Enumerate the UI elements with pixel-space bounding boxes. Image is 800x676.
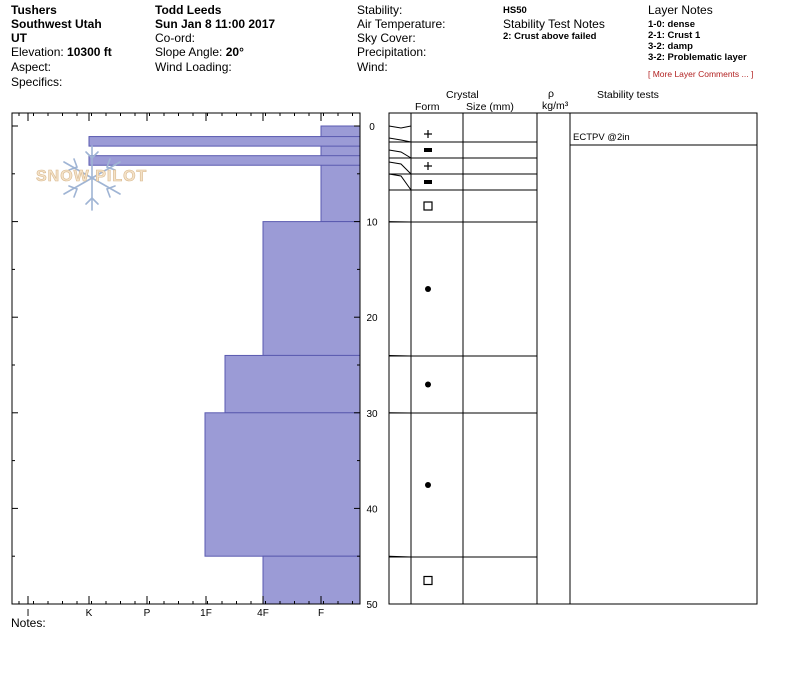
form-square	[423, 575, 433, 586]
layer-note: 3-2: damp	[648, 41, 693, 52]
fan-connector	[388, 125, 412, 129]
crystal-header: Crystal	[446, 89, 479, 101]
form-dot	[425, 381, 431, 388]
stability-label: Stability:	[357, 3, 403, 17]
elevation-label: Elevation:	[11, 45, 64, 59]
chart-axes: I K P 1F 4F F 0 10 20 30 40 50	[11, 112, 378, 619]
stability-tests-header: Stability tests	[597, 89, 659, 101]
grain-forms	[423, 130, 433, 586]
form-dot	[425, 286, 431, 292]
plot-frame	[11, 112, 361, 605]
y-tick-label: 0	[369, 122, 375, 133]
elevation-value: 10300 ft	[67, 45, 112, 59]
fan-connector	[388, 149, 412, 159]
fan-connector	[388, 161, 412, 175]
notes-label: Notes:	[11, 616, 46, 630]
y-tick-label: 40	[366, 504, 378, 515]
y-tick-label: 10	[366, 218, 378, 229]
air-temp-label: Air Temperature:	[357, 17, 446, 31]
x-tick-label: 4F	[257, 608, 269, 619]
hardness-bar	[204, 412, 361, 557]
form-dot	[425, 482, 431, 488]
slope-label: Slope Angle:	[155, 45, 223, 59]
coord-label: Co-ord:	[155, 31, 196, 45]
aspect-label: Aspect:	[11, 60, 52, 74]
layer-note: 2-1: Crust 1	[648, 30, 701, 41]
x-tick-label: P	[144, 608, 151, 619]
y-tick-label: 50	[366, 600, 378, 611]
more-layer-comments-link[interactable]: [ More Layer Comments ... ]	[648, 69, 754, 79]
snowflake-icon	[63, 145, 121, 211]
location: Tushers	[11, 3, 57, 17]
hs-value: HS50	[503, 5, 527, 16]
sky-cover-label: Sky Cover:	[357, 31, 416, 45]
wind-label: Wind:	[357, 60, 388, 74]
datetime: Sun Jan 8 11:00 2017	[155, 17, 276, 31]
wind-loading-label: Wind Loading:	[155, 60, 232, 74]
form-square	[423, 201, 433, 211]
fan-connector	[388, 173, 412, 191]
form-crust	[424, 148, 432, 152]
region: Southwest Utah	[11, 17, 102, 31]
fan-connector	[388, 137, 412, 143]
layer-table	[388, 112, 758, 605]
specifics-label: Specifics:	[11, 75, 63, 89]
slope-angle: Slope Angle: 20°	[155, 45, 244, 59]
layer-notes-title: Layer Notes	[648, 3, 713, 17]
crust-bars	[88, 136, 361, 166]
form-header: Form	[415, 101, 440, 113]
hardness-bar	[262, 221, 361, 356]
density-unit-header: kg/m³	[542, 100, 569, 112]
x-tick-label: 1F	[200, 608, 212, 619]
stability-notes-title: Stability Test Notes	[503, 17, 605, 31]
layer-note: 1-0: dense	[648, 19, 695, 30]
stability-note: 2: Crust above failed	[503, 31, 597, 42]
y-tick-label: 30	[366, 409, 378, 420]
crust-bar	[88, 136, 361, 147]
observer: Todd Leeds	[155, 3, 222, 17]
size-header: Size (mm)	[466, 101, 514, 113]
table-frame	[388, 112, 758, 605]
y-tick-label: 20	[366, 313, 378, 324]
hardness-bar	[224, 354, 361, 414]
elevation: Elevation: 10300 ft	[11, 45, 112, 59]
stability-test-result: ECTPV @2in	[573, 132, 630, 143]
x-tick-label: I	[27, 608, 30, 619]
hardness-bar	[262, 555, 361, 605]
form-crust	[424, 180, 432, 184]
rho-header: ρ	[548, 88, 554, 100]
crust-bar	[88, 155, 361, 166]
layer-note: 3-2: Problematic layer	[648, 52, 747, 63]
state: UT	[11, 31, 27, 45]
slope-value: 20°	[225, 45, 244, 59]
x-tick-label: K	[86, 608, 93, 619]
x-tick-label: F	[318, 608, 324, 619]
snowpilot-logo: SNOW PILOT	[36, 168, 148, 186]
precip-label: Precipitation:	[357, 45, 427, 59]
hardness-bars	[204, 125, 361, 605]
